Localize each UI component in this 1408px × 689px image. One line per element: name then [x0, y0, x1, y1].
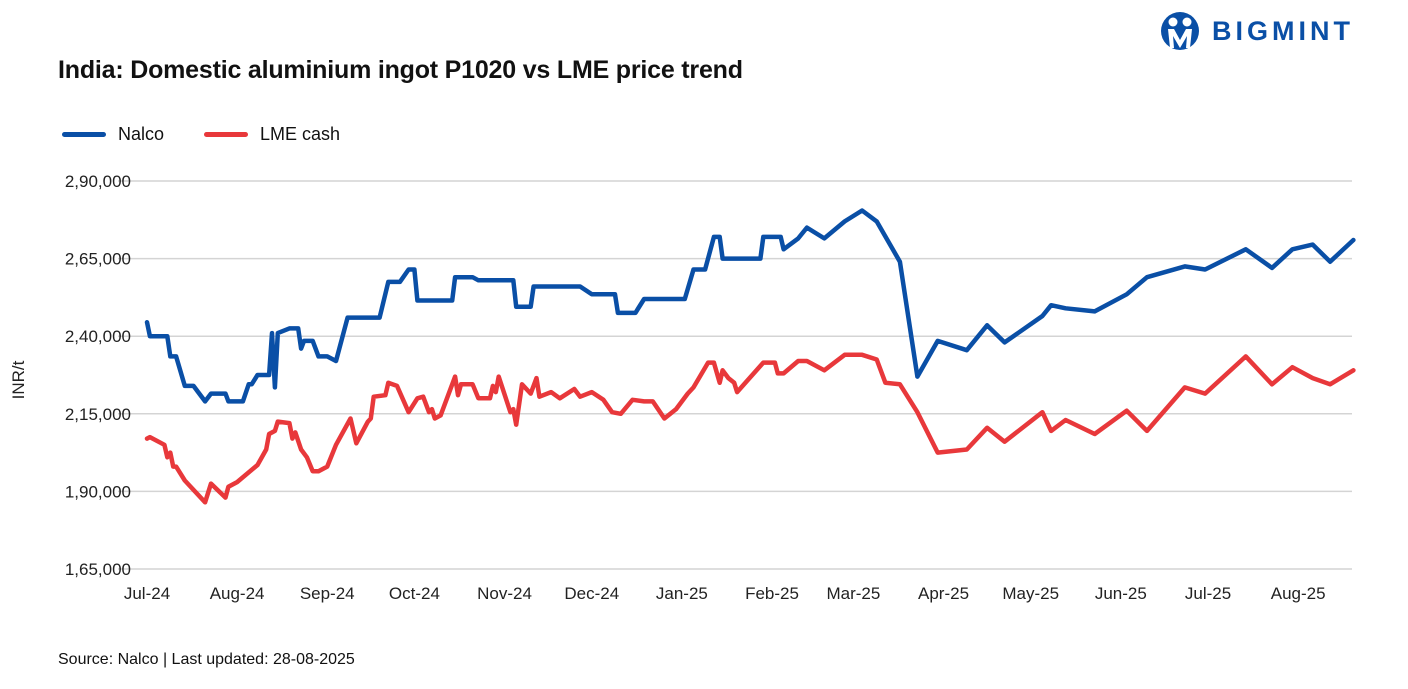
x-tick-label: Feb-25: [745, 584, 799, 603]
legend-item-nalco: Nalco: [62, 124, 164, 145]
x-tick-label: Mar-25: [826, 584, 880, 603]
legend: Nalco LME cash: [62, 124, 340, 145]
logo-text: BIGMINT: [1212, 15, 1354, 46]
x-tick-label: Sep-24: [300, 584, 355, 603]
x-tick-label: May-25: [1002, 584, 1059, 603]
y-axis-title: INR/t: [9, 360, 28, 399]
legend-swatch-nalco: [62, 132, 106, 137]
y-tick-label: 2,65,000: [65, 250, 131, 269]
logo-emblem-icon: [1161, 12, 1199, 50]
series-line-nalco: [144, 208, 1356, 404]
x-tick-label: Jul-25: [1185, 584, 1231, 603]
x-tick-label: Aug-24: [210, 584, 265, 603]
x-tick-label: Dec-24: [564, 584, 619, 603]
y-tick-label: 1,90,000: [65, 482, 131, 501]
legend-label: LME cash: [260, 124, 341, 144]
x-tick-label: Jan-25: [656, 584, 708, 603]
x-tick-label: Jul-24: [124, 584, 170, 603]
series-line-lme-cash: [144, 352, 1356, 505]
legend-swatch-lme: [204, 132, 249, 137]
source-note: Source: Nalco | Last updated: 28-08-2025: [58, 651, 355, 668]
x-tick-label: Jun-25: [1095, 584, 1147, 603]
legend-label: Nalco: [118, 124, 165, 144]
y-tick-label: 1,65,000: [65, 560, 131, 579]
x-tick-label: Apr-25: [918, 584, 969, 603]
x-tick-label: Aug-25: [1271, 584, 1326, 603]
y-tick-label: 2,40,000: [65, 327, 131, 346]
y-tick-label: 2,15,000: [65, 405, 131, 424]
chart-title: India: Domestic aluminium ingot P1020 vs…: [58, 56, 743, 84]
x-tick-label: Oct-24: [389, 584, 440, 603]
y-tick-label: 2,90,000: [65, 172, 131, 191]
bigmint-logo: BIGMINT: [1160, 10, 1354, 52]
x-tick-label: Nov-24: [477, 584, 532, 603]
legend-item-lme: LME cash: [204, 124, 340, 145]
